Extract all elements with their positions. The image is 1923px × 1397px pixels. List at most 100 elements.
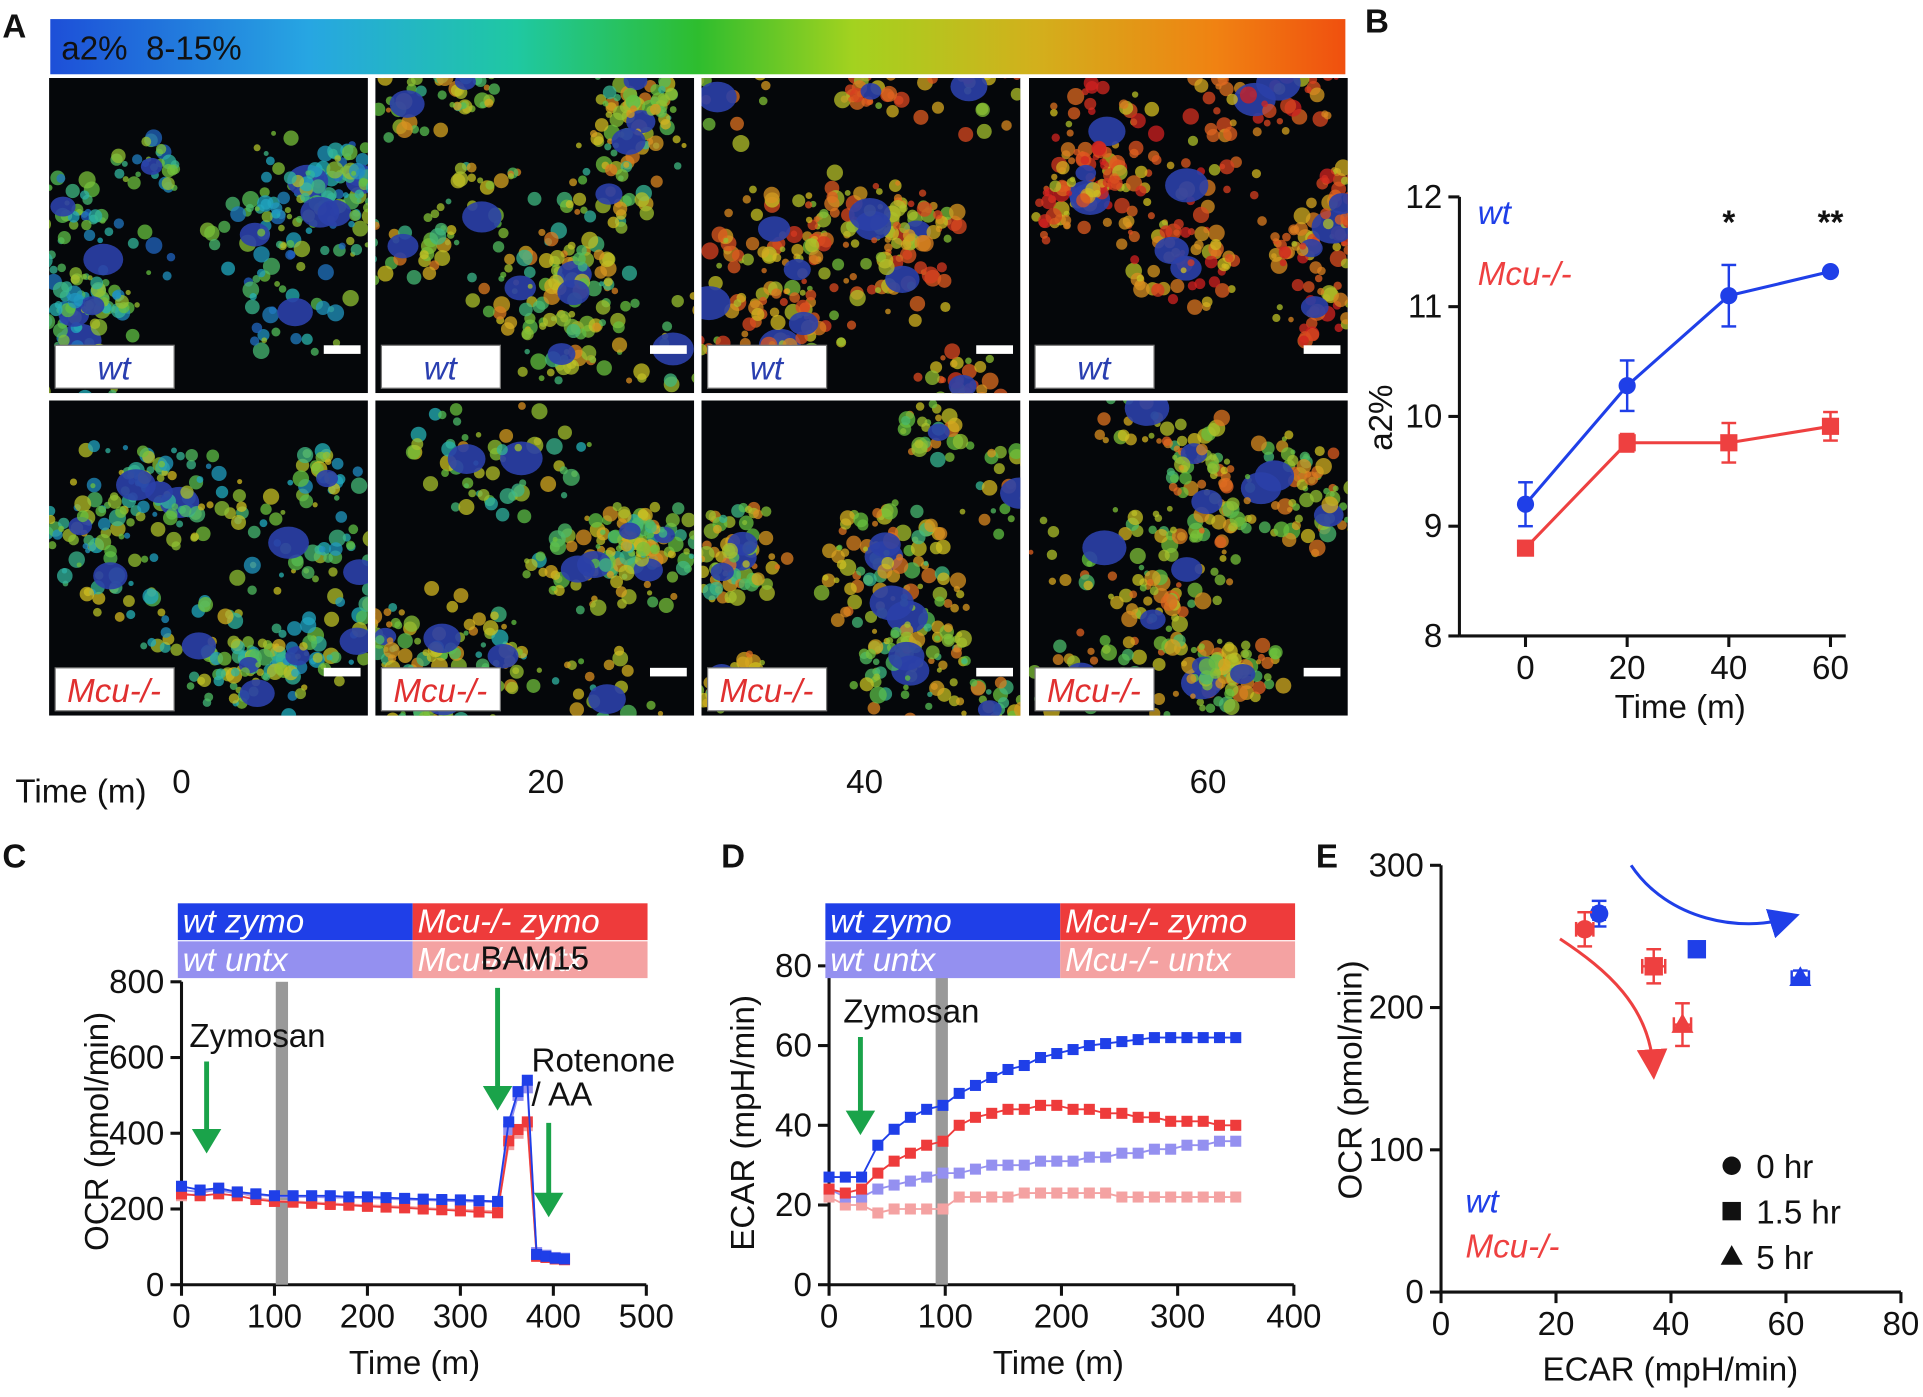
mito — [1291, 279, 1304, 292]
mito — [921, 568, 937, 584]
point — [1821, 417, 1840, 435]
mito — [1314, 274, 1323, 283]
mito — [422, 266, 437, 281]
point — [1148, 1143, 1160, 1155]
mito — [1218, 658, 1231, 671]
mito — [326, 654, 333, 661]
mito — [274, 281, 281, 287]
mito — [375, 275, 380, 286]
mito — [695, 535, 700, 540]
x-axis-title: Time (m) — [1615, 689, 1746, 726]
x-tick-label: 300 — [1150, 1299, 1205, 1336]
mito — [87, 275, 93, 281]
point — [937, 1203, 949, 1215]
mito — [1152, 657, 1166, 671]
mito — [886, 77, 896, 81]
mito — [930, 682, 938, 690]
mito — [49, 265, 58, 274]
legend-marker — [1722, 1156, 1741, 1175]
mito — [805, 289, 817, 301]
mito — [901, 415, 911, 426]
mito — [1304, 471, 1319, 486]
point — [1516, 495, 1535, 513]
mito — [489, 714, 496, 716]
point — [1100, 1107, 1112, 1119]
mito — [79, 586, 95, 602]
mito — [1149, 586, 1159, 596]
mito — [196, 676, 206, 686]
mito — [923, 623, 932, 632]
mito — [527, 191, 542, 206]
mito — [550, 570, 561, 580]
mito — [397, 648, 413, 663]
mito — [669, 106, 677, 114]
point — [306, 1190, 318, 1202]
label-box — [54, 344, 175, 389]
mito — [799, 289, 806, 296]
mito — [865, 648, 876, 660]
y-tick-label: 60 — [775, 1028, 812, 1065]
mito — [658, 597, 674, 613]
mito — [137, 500, 150, 514]
mito — [607, 216, 620, 229]
mito — [253, 246, 270, 263]
mito — [197, 503, 206, 511]
mito — [604, 143, 612, 151]
mito — [992, 716, 1001, 725]
mito — [667, 550, 676, 559]
trend-arrow — [1559, 937, 1668, 1080]
point — [1181, 1191, 1193, 1203]
mito — [1255, 637, 1271, 653]
nucleus — [611, 128, 646, 155]
mito — [256, 268, 266, 278]
mito — [1371, 502, 1376, 507]
mito — [1174, 418, 1187, 431]
mito — [612, 501, 622, 512]
nucleus — [848, 198, 891, 232]
mito — [128, 553, 142, 567]
x-tick-label: 200 — [340, 1299, 395, 1336]
legend-swatch — [825, 941, 1061, 979]
mito — [450, 173, 466, 189]
point — [1002, 1103, 1014, 1115]
mito — [1151, 283, 1165, 297]
point — [872, 1183, 884, 1195]
mito — [779, 298, 788, 307]
mito — [805, 201, 813, 209]
mito — [424, 580, 440, 596]
row-label: wt — [97, 351, 132, 388]
mito — [950, 647, 962, 659]
point — [986, 1107, 998, 1119]
mito — [270, 202, 283, 215]
mito — [658, 85, 666, 94]
point — [503, 1116, 515, 1128]
mito — [949, 572, 967, 589]
mito — [1007, 515, 1015, 523]
mito — [1296, 459, 1312, 474]
mito — [951, 218, 967, 235]
mito — [586, 442, 592, 448]
mito — [1223, 458, 1231, 465]
mito — [257, 638, 268, 648]
mito — [1077, 220, 1091, 235]
mito — [607, 138, 614, 145]
mito — [53, 323, 68, 338]
mito — [944, 452, 955, 462]
mito — [1102, 436, 1109, 444]
mito — [211, 465, 227, 481]
nucleus — [701, 81, 737, 113]
mito — [501, 623, 507, 630]
mito — [1197, 479, 1207, 489]
mito — [141, 136, 152, 147]
mito — [1294, 514, 1303, 523]
mito — [136, 445, 149, 458]
mito — [243, 556, 261, 574]
mito — [1349, 205, 1360, 216]
mito — [705, 509, 717, 521]
mito — [1147, 212, 1155, 220]
mito — [742, 317, 756, 331]
mito — [1019, 495, 1021, 501]
mito — [454, 711, 469, 716]
mito — [1129, 590, 1138, 599]
mito — [727, 260, 741, 274]
